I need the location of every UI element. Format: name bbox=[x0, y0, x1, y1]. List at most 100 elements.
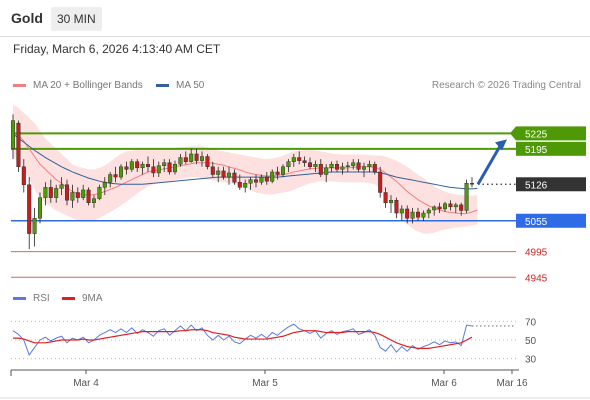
candle bbox=[459, 202, 464, 216]
candle bbox=[443, 201, 448, 213]
candle bbox=[270, 169, 275, 184]
candle-body bbox=[27, 184, 32, 234]
instrument-title: Gold bbox=[11, 10, 43, 26]
candle bbox=[448, 200, 453, 211]
candle-body bbox=[367, 164, 372, 168]
candle-body bbox=[151, 166, 156, 174]
candle bbox=[21, 159, 26, 193]
level-box-5195 bbox=[516, 141, 586, 156]
candle-body bbox=[113, 174, 118, 178]
candle bbox=[356, 159, 361, 172]
candle-body bbox=[145, 164, 150, 168]
candle-body bbox=[226, 172, 231, 178]
candle-body bbox=[162, 162, 167, 166]
candle-body bbox=[432, 206, 437, 211]
candle-body bbox=[335, 164, 340, 170]
candle-body bbox=[91, 198, 96, 203]
candle bbox=[324, 164, 329, 183]
candle-body bbox=[464, 183, 469, 211]
candle-body bbox=[237, 182, 242, 188]
candle bbox=[464, 179, 469, 214]
candle bbox=[329, 161, 334, 172]
candle bbox=[426, 207, 431, 219]
level-label-5195: 5195 bbox=[525, 145, 548, 156]
candle-body bbox=[389, 200, 394, 203]
candle-body bbox=[313, 164, 318, 168]
candle bbox=[75, 187, 80, 203]
candle bbox=[362, 162, 367, 178]
candle-body bbox=[86, 189, 91, 203]
candle bbox=[59, 177, 64, 196]
research-credit: Research © 2026 Trading Central bbox=[431, 80, 581, 91]
candle-body bbox=[345, 165, 350, 168]
rsi-ma-swatch bbox=[62, 297, 75, 300]
candle bbox=[172, 160, 177, 175]
candle-body bbox=[329, 164, 334, 169]
forecast-arrow-shaft bbox=[476, 143, 503, 186]
candle bbox=[178, 153, 183, 167]
forecast-arrow-layer bbox=[476, 139, 507, 186]
candle bbox=[216, 166, 221, 183]
candle-body bbox=[243, 183, 248, 188]
candle bbox=[410, 207, 415, 224]
time-tick-label: Mar 16 bbox=[496, 378, 528, 389]
legend-rsi-label: RSI bbox=[33, 293, 50, 304]
level-box-5055 bbox=[516, 213, 586, 228]
candle-body bbox=[470, 183, 475, 185]
ma50-swatch bbox=[156, 84, 169, 87]
candle-body bbox=[70, 192, 75, 201]
candle-body bbox=[216, 170, 221, 175]
candle bbox=[264, 171, 269, 185]
candle-body bbox=[38, 197, 43, 219]
candle-body bbox=[102, 182, 107, 188]
candle-body bbox=[372, 164, 377, 173]
candle-body bbox=[302, 160, 307, 163]
candle bbox=[199, 151, 204, 167]
price-level-layer bbox=[11, 132, 516, 278]
chart-timestamp: Friday, March 6, 2026 4:13:40 AM CET bbox=[13, 42, 221, 56]
candle-body bbox=[248, 179, 253, 184]
candle bbox=[432, 205, 437, 216]
candle-body bbox=[356, 162, 361, 170]
candle bbox=[308, 157, 313, 170]
candle bbox=[167, 159, 172, 175]
candle-body bbox=[167, 162, 172, 173]
candle-body bbox=[183, 157, 188, 162]
candle bbox=[335, 160, 340, 172]
candle-body bbox=[453, 204, 458, 208]
candle-body bbox=[129, 161, 134, 170]
candle bbox=[124, 161, 129, 175]
candle bbox=[118, 164, 123, 180]
candle-body bbox=[383, 192, 388, 203]
candle bbox=[405, 205, 410, 224]
candle bbox=[48, 179, 53, 203]
candle bbox=[210, 161, 215, 178]
candle-body bbox=[308, 162, 313, 168]
candle bbox=[399, 205, 404, 221]
candle-body bbox=[443, 203, 448, 210]
candle bbox=[140, 161, 145, 175]
candle bbox=[226, 166, 231, 185]
candle-body bbox=[426, 209, 431, 214]
candle-body bbox=[97, 187, 102, 199]
bollinger-band-area bbox=[13, 105, 478, 234]
candle bbox=[97, 184, 102, 201]
candle bbox=[372, 161, 377, 175]
candle bbox=[38, 192, 43, 224]
legend-rsi-ma: 9MA bbox=[62, 293, 103, 304]
candle bbox=[275, 166, 280, 180]
candle bbox=[416, 207, 421, 221]
candle-body bbox=[270, 171, 275, 182]
candle bbox=[189, 148, 194, 163]
candle-body bbox=[378, 171, 383, 193]
candle bbox=[253, 174, 258, 188]
rsi-tick-label: 50 bbox=[525, 336, 537, 347]
interval-selector[interactable]: 30 MIN bbox=[51, 7, 102, 31]
candle-body bbox=[194, 153, 199, 161]
candle bbox=[286, 159, 291, 172]
candle-body bbox=[75, 192, 80, 198]
candle bbox=[313, 160, 318, 172]
candle-body bbox=[64, 184, 69, 201]
candle bbox=[367, 160, 372, 172]
